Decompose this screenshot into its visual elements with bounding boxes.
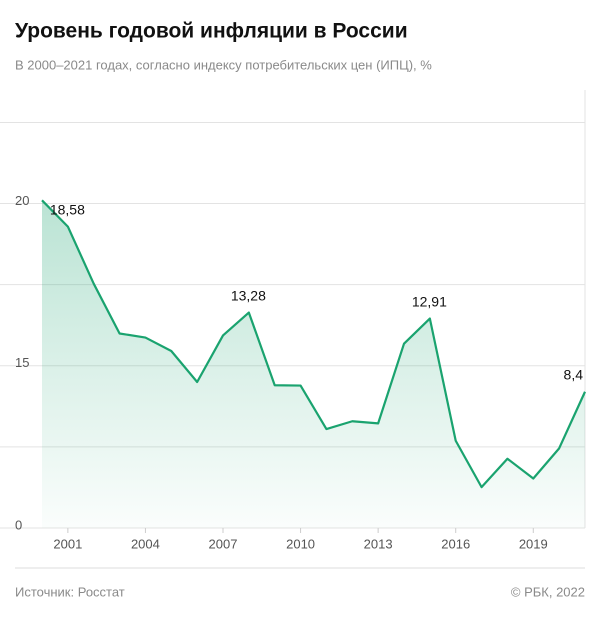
chart-title: Уровень годовой инфляции в России [15, 20, 408, 43]
x-tick-label: 2007 [209, 536, 238, 551]
value-label: 13,28 [231, 287, 266, 303]
y-tick-label: 20 [15, 193, 29, 208]
area-fill [42, 200, 585, 529]
credit: © РБК, 2022 [511, 584, 585, 599]
value-label: 18,58 [50, 201, 85, 217]
value-label: 8,4 [564, 366, 584, 382]
x-tick-label: 2013 [364, 536, 393, 551]
x-tick-label: 2010 [286, 536, 315, 551]
source: Источник: Росстат [15, 584, 125, 599]
y-tick-label: 0 [15, 517, 22, 532]
value-label: 12,91 [412, 293, 447, 309]
x-tick-label: 2019 [519, 536, 548, 551]
chart-subtitle: В 2000–2021 годах, согласно индексу потр… [15, 57, 432, 72]
x-tick-label: 2001 [53, 536, 82, 551]
x-tick-label: 2016 [441, 536, 470, 551]
x-tick-label: 2004 [131, 536, 160, 551]
line [41, 199, 587, 489]
y-tick-label: 15 [15, 355, 29, 370]
